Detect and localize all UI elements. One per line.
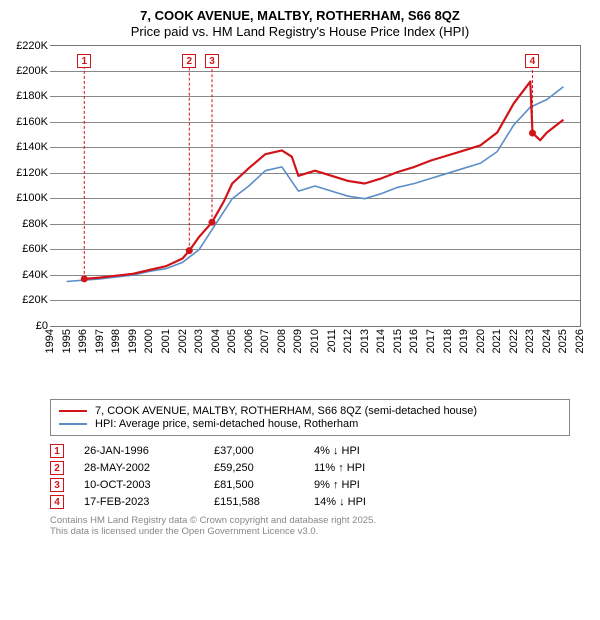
x-tick-label: 2018 bbox=[442, 329, 454, 353]
sales-marker: 3 bbox=[50, 478, 64, 492]
x-tick-label: 1997 bbox=[94, 329, 106, 353]
sales-price: £81,500 bbox=[214, 479, 314, 491]
sales-date: 10-OCT-2003 bbox=[84, 479, 214, 491]
x-tick-label: 2007 bbox=[259, 329, 271, 353]
chart-area: £0£20K£40K£60K£80K£100K£120K£140K£160K£1… bbox=[10, 45, 580, 359]
x-tick-label: 2025 bbox=[557, 329, 569, 353]
marker-box: 3 bbox=[205, 54, 219, 68]
x-tick-label: 2006 bbox=[243, 329, 255, 353]
sales-marker: 4 bbox=[50, 495, 64, 509]
sales-date: 26-JAN-1996 bbox=[84, 445, 214, 457]
sales-price: £59,250 bbox=[214, 462, 314, 474]
x-tick-label: 2021 bbox=[491, 329, 503, 353]
x-tick-label: 2024 bbox=[541, 329, 553, 353]
y-tick-label: £80K bbox=[22, 218, 48, 230]
footer-line-2: This data is licensed under the Open Gov… bbox=[50, 526, 590, 537]
x-tick-label: 2012 bbox=[342, 329, 354, 353]
x-tick-label: 2019 bbox=[458, 329, 470, 353]
y-tick-label: £140K bbox=[16, 141, 48, 153]
x-tick-label: 1995 bbox=[61, 329, 73, 353]
sales-price: £151,588 bbox=[214, 496, 314, 508]
x-tick-label: 2011 bbox=[326, 329, 338, 353]
sales-row: 1 26-JAN-1996£37,0004% ↓ HPI bbox=[50, 444, 590, 458]
x-tick-label: 2005 bbox=[226, 329, 238, 353]
x-tick-label: 2014 bbox=[375, 329, 387, 353]
footer-line-1: Contains HM Land Registry data © Crown c… bbox=[50, 515, 590, 526]
x-tick-label: 1996 bbox=[77, 329, 89, 353]
x-tick-label: 2016 bbox=[408, 329, 420, 353]
sales-delta: 4% ↓ HPI bbox=[314, 445, 434, 457]
marker-box: 4 bbox=[525, 54, 539, 68]
marker-box: 1 bbox=[77, 54, 91, 68]
x-tick-label: 2009 bbox=[292, 329, 304, 353]
x-tick-label: 2000 bbox=[143, 329, 155, 353]
sales-delta: 9% ↑ HPI bbox=[314, 479, 434, 491]
y-tick-label: £60K bbox=[22, 243, 48, 255]
x-tick-label: 2002 bbox=[177, 329, 189, 353]
x-tick-label: 2020 bbox=[475, 329, 487, 353]
x-tick-label: 2003 bbox=[193, 329, 205, 353]
y-tick-label: £40K bbox=[22, 269, 48, 281]
sales-row: 3 10-OCT-2003£81,5009% ↑ HPI bbox=[50, 478, 590, 492]
y-tick-label: £200K bbox=[16, 65, 48, 77]
y-tick-label: £120K bbox=[16, 167, 48, 179]
x-tick-label: 2004 bbox=[210, 329, 222, 353]
sales-date: 17-FEB-2023 bbox=[84, 496, 214, 508]
page-title: 7, COOK AVENUE, MALTBY, ROTHERHAM, S66 8… bbox=[10, 8, 590, 24]
y-tick-label: £100K bbox=[16, 192, 48, 204]
sales-price: £37,000 bbox=[214, 445, 314, 457]
x-tick-label: 2010 bbox=[309, 329, 321, 353]
sales-marker: 2 bbox=[50, 461, 64, 475]
legend-swatch-price bbox=[59, 410, 87, 412]
x-tick-label: 2001 bbox=[160, 329, 172, 353]
sales-delta: 11% ↑ HPI bbox=[314, 462, 434, 474]
x-tick-label: 2015 bbox=[392, 329, 404, 353]
x-tick-label: 1999 bbox=[127, 329, 139, 353]
y-tick-label: £20K bbox=[22, 294, 48, 306]
legend-swatch-hpi bbox=[59, 423, 87, 425]
x-tick-label: 1994 bbox=[44, 329, 56, 353]
series-hpi bbox=[67, 86, 564, 281]
x-tick-label: 1998 bbox=[110, 329, 122, 353]
legend-label-price: 7, COOK AVENUE, MALTBY, ROTHERHAM, S66 8… bbox=[95, 405, 477, 417]
sales-row: 4 17-FEB-2023£151,58814% ↓ HPI bbox=[50, 495, 590, 509]
x-tick-label: 2022 bbox=[508, 329, 520, 353]
sales-marker: 1 bbox=[50, 444, 64, 458]
footer-note: Contains HM Land Registry data © Crown c… bbox=[50, 515, 590, 538]
page-subtitle: Price paid vs. HM Land Registry's House … bbox=[10, 24, 590, 40]
y-tick-label: £220K bbox=[16, 40, 48, 52]
sales-table: 126-JAN-1996£37,0004% ↓ HPI228-MAY-2002£… bbox=[50, 444, 590, 509]
chart-svg bbox=[50, 46, 580, 326]
x-tick-label: 2023 bbox=[524, 329, 536, 353]
x-tick-label: 2026 bbox=[574, 329, 586, 353]
sales-date: 28-MAY-2002 bbox=[84, 462, 214, 474]
x-tick-label: 2017 bbox=[425, 329, 437, 353]
sales-delta: 14% ↓ HPI bbox=[314, 496, 434, 508]
legend: 7, COOK AVENUE, MALTBY, ROTHERHAM, S66 8… bbox=[50, 399, 570, 436]
marker-box: 2 bbox=[182, 54, 196, 68]
x-tick-label: 2013 bbox=[359, 329, 371, 353]
legend-label-hpi: HPI: Average price, semi-detached house,… bbox=[95, 418, 358, 430]
y-tick-label: £180K bbox=[16, 90, 48, 102]
plot-area: £0£20K£40K£60K£80K£100K£120K£140K£160K£1… bbox=[50, 45, 581, 327]
x-tick-label: 2008 bbox=[276, 329, 288, 353]
sales-row: 2 28-MAY-2002£59,25011% ↑ HPI bbox=[50, 461, 590, 475]
series-price bbox=[84, 81, 563, 278]
y-tick-label: £160K bbox=[16, 116, 48, 128]
